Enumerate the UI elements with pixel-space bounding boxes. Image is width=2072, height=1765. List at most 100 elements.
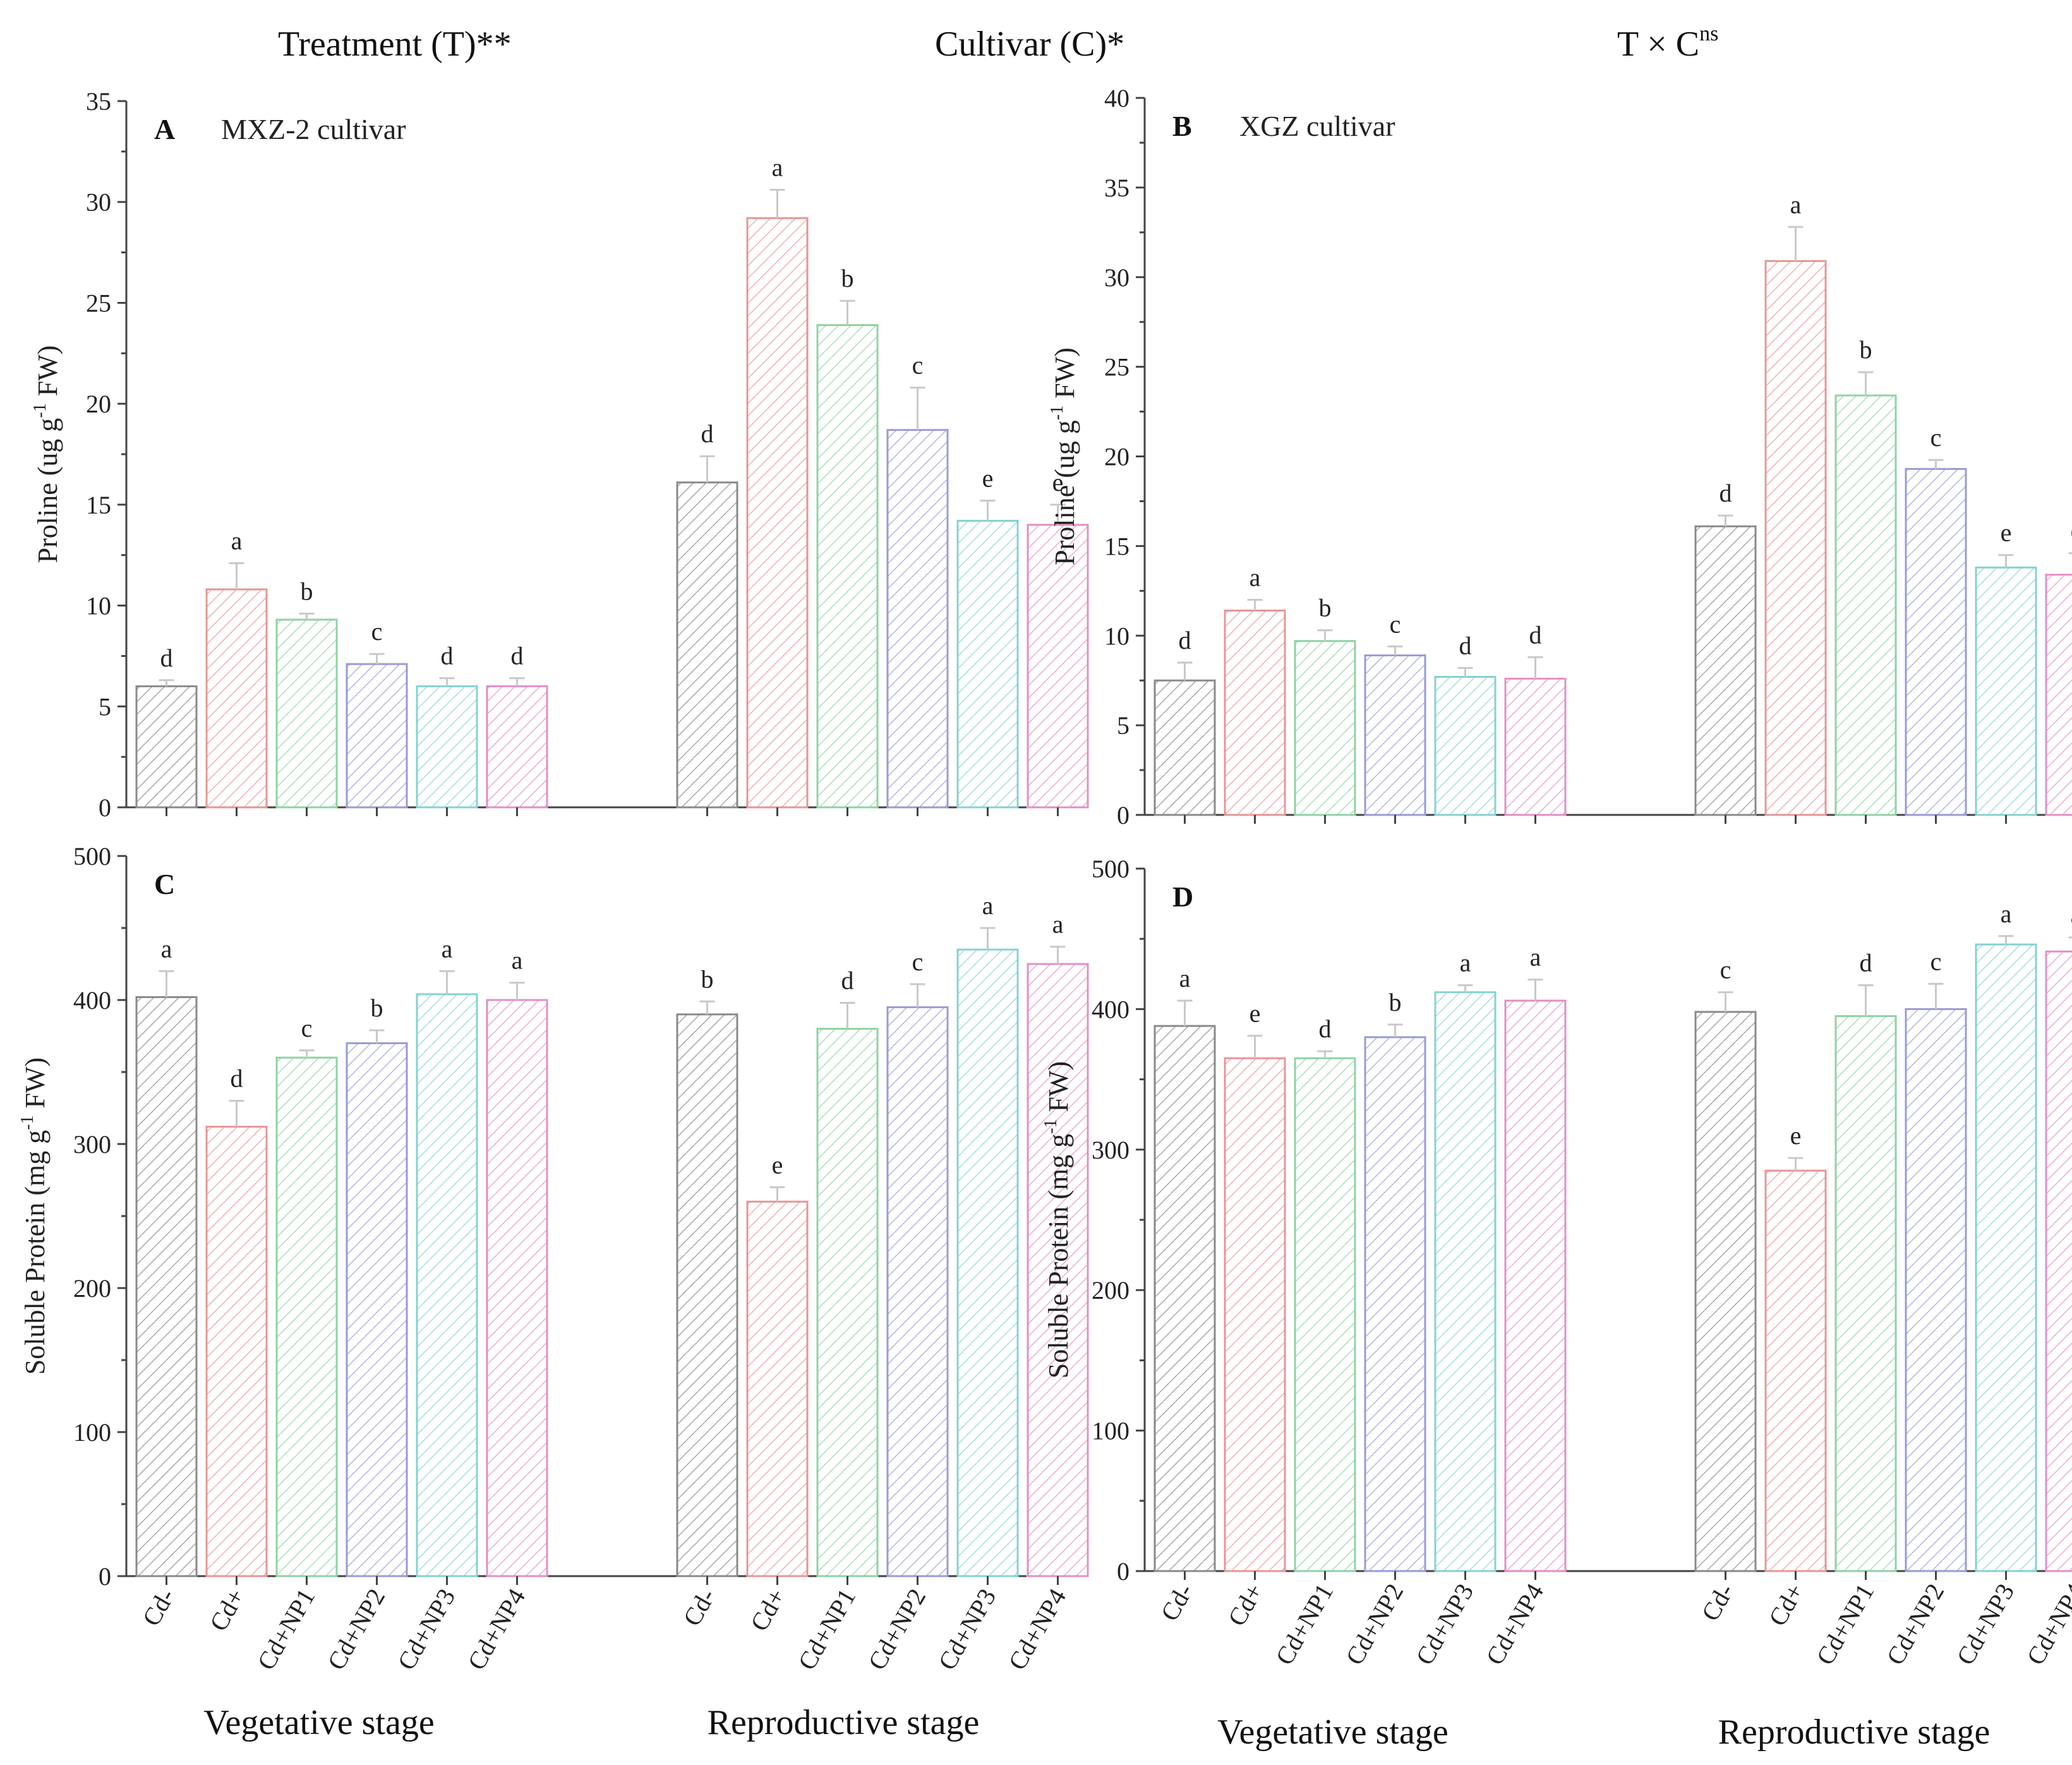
significance-letter: a <box>1052 910 1064 939</box>
significance-letter: a <box>442 934 453 963</box>
y-tick-label: 40 <box>1104 84 1129 112</box>
bar <box>1764 1169 1827 1572</box>
y-tick-label: 30 <box>1104 263 1129 292</box>
significance-letter: b <box>1860 335 1872 364</box>
bar <box>486 685 548 809</box>
stage-label-vegetative-right: Vegetative stage <box>1217 1713 1448 1752</box>
y-tick-label: 30 <box>86 188 111 217</box>
panel-b: 0 5 10 15 20 25 30 35 40 Proline (ug g-1 FW) B XGZ … <box>1047 84 2072 829</box>
significance-letter: e <box>2001 519 2012 547</box>
significance-letter: e <box>772 1150 783 1179</box>
x-tick-label: Cd+NP3 <box>932 1584 1001 1675</box>
y-axis-label: Proline (ug g-1 FW) <box>1047 347 1080 565</box>
y-axis-label-sup: -1 <box>1047 406 1067 420</box>
significance-letter: a <box>2071 901 2072 929</box>
bar <box>1153 1025 1216 1572</box>
y-tick-label: 10 <box>1104 622 1129 650</box>
x-tick-label: Cd+NP4 <box>1003 1584 1071 1675</box>
y-tick-label: 400 <box>1092 995 1129 1023</box>
x-tick-label: Cd+NP1 <box>251 1584 320 1675</box>
x-tick-label: Cd+NP2 <box>322 1584 390 1675</box>
y-tick-label: 0 <box>1117 1557 1129 1586</box>
significance-letter: c <box>1930 423 1942 452</box>
bar <box>816 324 879 809</box>
y-axis-label-unit: FW) <box>1049 347 1080 406</box>
significance-letter: c <box>1390 610 1401 638</box>
bar <box>1224 1057 1286 1572</box>
significance-letter: d <box>160 644 173 672</box>
significance-letter: d <box>1529 620 1542 649</box>
y-axis-label-unit: FW) <box>32 346 63 404</box>
bar <box>956 519 1019 809</box>
significance-letter: a <box>772 154 783 182</box>
significance-letter: a <box>231 526 243 555</box>
bar <box>1027 963 1089 1577</box>
y-tick-label: 0 <box>99 1562 111 1591</box>
header-interaction: T × Cns <box>1617 22 1718 64</box>
x-tick-label: Cd+NP3 <box>1951 1579 2020 1670</box>
y-tick-label: 15 <box>1104 532 1129 560</box>
significance-letter: d <box>511 642 524 670</box>
significance-letter: c <box>301 1014 313 1042</box>
significance-letter: b <box>1319 594 1332 622</box>
x-tick-label: Cd+NP4 <box>1480 1579 1549 1670</box>
panel-label: A <box>154 113 175 145</box>
bar <box>1364 1036 1426 1572</box>
bar <box>135 996 198 1577</box>
panel-label: C <box>154 868 175 900</box>
y-axis-label-main: Soluble Protein (mg g <box>1043 1134 1074 1378</box>
bar <box>1694 1011 1757 1572</box>
y-tick-label: 300 <box>73 1130 111 1159</box>
significance-letter: d <box>1860 949 1872 977</box>
y-tick-label: 300 <box>1092 1136 1129 1164</box>
bar <box>346 663 408 809</box>
bar <box>416 685 478 809</box>
x-tick-label: Cd+ <box>745 1584 792 1635</box>
bar <box>1694 525 1757 816</box>
x-tick-label: Cd+NP3 <box>1410 1579 1479 1670</box>
x-tick-label: Cd+NP2 <box>1881 1579 1949 1670</box>
bar <box>956 948 1019 1577</box>
panel-title: MXZ-2 cultivar <box>221 113 406 145</box>
bar <box>275 618 338 809</box>
bar <box>2045 574 2072 816</box>
significance-letter: e <box>982 464 994 492</box>
header-treatment: Treatment (T)** <box>278 25 512 64</box>
bar <box>1294 640 1356 816</box>
header-cultivar: Cultivar (C)* <box>935 25 1124 64</box>
significance-letter: a <box>512 946 523 975</box>
significance-letter: e <box>1250 999 1261 1028</box>
significance-letter: d <box>1459 631 1472 660</box>
significance-letter: b <box>1389 988 1402 1016</box>
bar <box>1975 566 2037 816</box>
bar <box>1905 1008 1967 1572</box>
significance-letter: a <box>161 934 172 963</box>
panel-label: D <box>1172 881 1193 913</box>
stage-label-vegetative-left: Vegetative stage <box>203 1703 434 1742</box>
bar <box>1224 610 1286 816</box>
significance-letter: d <box>1179 626 1191 654</box>
bar <box>1834 394 1897 816</box>
y-tick-label: 10 <box>86 592 111 620</box>
significance-letter: a <box>1790 190 1802 219</box>
y-axis-label: Soluble Protein (mg g-1 FW) <box>18 1057 51 1375</box>
bar <box>1975 943 2037 1572</box>
bar <box>816 1028 879 1577</box>
significance-letter: a <box>982 891 994 920</box>
y-axis-label-sup: -1 <box>18 1115 37 1129</box>
y-axis-label-main: Proline (ug g <box>32 418 63 563</box>
bar <box>746 217 809 809</box>
bar <box>1504 999 1567 1572</box>
x-tick-label: Cd+NP1 <box>1270 1579 1339 1670</box>
significance-letter: a <box>1179 964 1191 992</box>
y-tick-label: 5 <box>99 692 111 721</box>
y-tick-label: 25 <box>1104 353 1129 382</box>
y-tick-label: 35 <box>86 87 111 116</box>
significance-letter: d <box>841 967 854 995</box>
bar <box>205 1126 268 1577</box>
significance-letter: e <box>2071 517 2072 545</box>
bar <box>346 1042 408 1577</box>
x-tick-label: Cd+NP4 <box>462 1584 531 1675</box>
